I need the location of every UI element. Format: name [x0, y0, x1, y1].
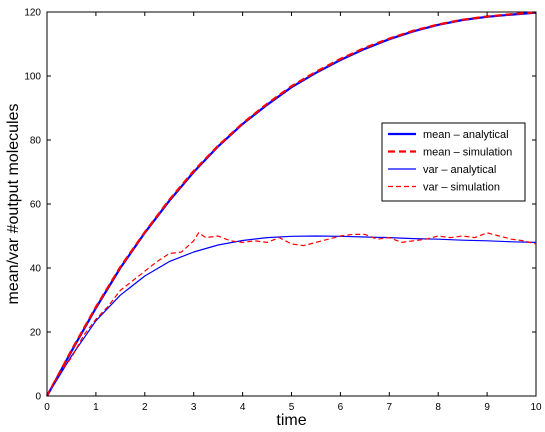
x-tick-label-6: 6 — [338, 402, 344, 413]
series-line-2 — [46, 235, 537, 397]
legend-label-1: mean – simulation — [423, 147, 512, 159]
x-tick-label-0: 0 — [44, 402, 50, 413]
legend-label-2: var – analytical — [423, 164, 496, 176]
x-tick-label-5: 5 — [289, 402, 295, 413]
x-tick-label-1: 1 — [93, 402, 99, 413]
plot-area — [46, 11, 537, 397]
y-tick-label-6: 120 — [24, 8, 41, 19]
legend-label-3: var – simulation — [423, 182, 500, 194]
y-tick-label-4: 80 — [30, 136, 42, 147]
x-tick-label-7: 7 — [387, 402, 393, 413]
x-axis-label: time — [276, 412, 306, 429]
series-line-1 — [46, 11, 537, 397]
y-tick-label-5: 100 — [24, 72, 41, 83]
y-tick-label-2: 40 — [30, 264, 42, 275]
y-axis-label: mean/var #output molecules — [5, 104, 22, 305]
series-line-3 — [46, 232, 537, 397]
y-tick-label-3: 60 — [30, 200, 42, 211]
x-tick-label-3: 3 — [191, 402, 197, 413]
plot-frame — [46, 11, 537, 397]
x-tick-label-8: 8 — [435, 402, 441, 413]
y-tick-label-0: 0 — [35, 392, 41, 403]
series-layer — [46, 11, 537, 397]
legend-label-0: mean – analytical — [423, 129, 509, 141]
x-tick-label-4: 4 — [240, 402, 246, 413]
x-tick-label-9: 9 — [484, 402, 490, 413]
x-tick-label-10: 10 — [530, 402, 542, 413]
y-tick-label-1: 20 — [30, 328, 42, 339]
x-tick-label-2: 2 — [142, 402, 148, 413]
legend-box — [381, 122, 526, 202]
legend: mean – analytical mean – simulation var – … — [381, 122, 526, 202]
